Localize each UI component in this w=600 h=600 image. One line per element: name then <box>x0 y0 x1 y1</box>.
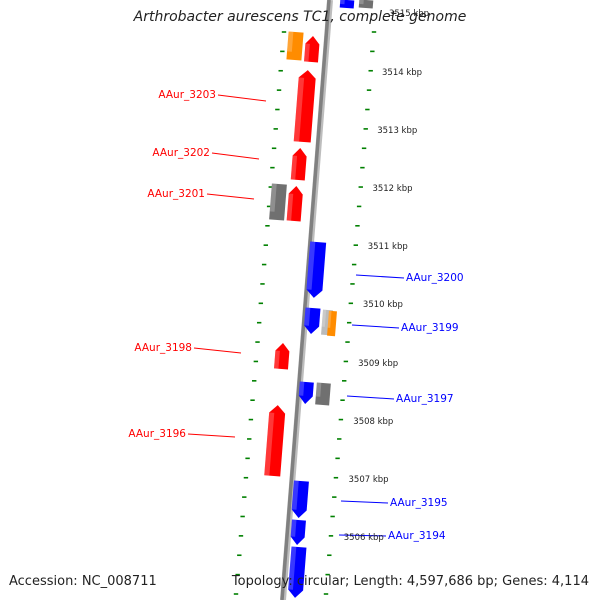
gene-labels: AAur_3203 AAur_3202 AAur_3201 AAur_3200 AAur… <box>128 89 463 542</box>
gene-label-AAur_3197: AAur_3197 <box>396 393 454 405</box>
gene-label-AAur_3199: AAur_3199 <box>401 322 459 334</box>
gene-orange-top <box>286 31 304 61</box>
gene-AAur_3203 <box>293 70 316 143</box>
map-title: Arthrobacter aurescens TC1, complete gen… <box>133 9 467 25</box>
kbp-tick-3507: 3507 kbp <box>349 475 389 485</box>
accession-label: Accession: NC_008711 <box>9 574 157 589</box>
kbp-tick-3514: 3514 kbp <box>382 68 422 78</box>
gene-grey-3201 <box>269 183 287 221</box>
gene-red-top <box>304 36 320 63</box>
backbone-line <box>280 0 331 600</box>
gene-label-AAur_3201: AAur_3201 <box>147 188 205 200</box>
gene-label-AAur_3194: AAur_3194 <box>388 530 446 542</box>
leader-line-AAur_3202 <box>211 152 260 160</box>
gene-blue-bottom <box>288 546 307 598</box>
gene-grey-3197 <box>315 382 331 406</box>
gene-blue-top <box>339 0 355 9</box>
outer-track-dots <box>323 31 377 595</box>
gene-AAur_3197 <box>298 381 314 404</box>
gene-blue-3199a <box>304 307 321 334</box>
gene-label-AAur_3195: AAur_3195 <box>390 497 448 509</box>
leader-line-AAur_3196 <box>187 433 236 438</box>
gene-label-AAur_3198: AAur_3198 <box>134 342 192 354</box>
gene-AAur_3195 <box>291 480 309 518</box>
kbp-tick-3509: 3509 kbp <box>358 359 398 369</box>
gene-features <box>264 0 374 598</box>
gene-label-AAur_3203: AAur_3203 <box>158 89 216 101</box>
gene-AAur_3194 <box>290 519 306 545</box>
gene-label-AAur_3196: AAur_3196 <box>128 428 186 440</box>
inner-track-dots <box>233 31 287 595</box>
backbone <box>280 0 333 600</box>
kbp-tick-partial: 3515 kbp <box>389 9 429 19</box>
leader-line-AAur_3194 <box>338 534 387 537</box>
kbp-tick-3508: 3508 kbp <box>353 417 393 427</box>
leader-line-AAur_3197 <box>346 395 395 400</box>
kbp-tick-3512: 3512 kbp <box>372 184 412 194</box>
kbp-tick-3513: 3513 kbp <box>377 126 417 136</box>
gene-AAur_3196 <box>264 405 286 477</box>
gene-label-AAur_3202: AAur_3202 <box>152 147 210 159</box>
gene-AAur_3201 <box>286 186 303 222</box>
gene-AAur_3198 <box>274 343 290 370</box>
topology-label: Topology: circular; Length: 4,597,686 bp… <box>231 574 589 589</box>
track-dots <box>233 31 377 595</box>
leader-line-AAur_3201 <box>206 193 255 200</box>
leader-line-AAur_3199 <box>351 324 400 329</box>
kbp-tick-3511: 3511 kbp <box>368 242 408 252</box>
kbp-tick-3510: 3510 kbp <box>363 300 403 310</box>
gene-AAur_3199 <box>327 310 337 337</box>
leader-line-AAur_3198 <box>193 347 242 354</box>
gene-AAur_3200 <box>306 241 327 298</box>
leader-line-AAur_3203 <box>217 94 267 102</box>
gene-AAur_3202 <box>290 148 307 181</box>
gene-grey-top <box>358 0 374 9</box>
leader-line-AAur_3200 <box>355 274 405 279</box>
leader-line-AAur_3195 <box>340 500 389 504</box>
kbp-tick-3506: 3506 kbp <box>344 533 384 543</box>
gene-label-AAur_3200: AAur_3200 <box>406 272 464 284</box>
kbp-ticks: 3515 kbp 3514 kbp 3513 kbp 3512 kbp 3511 kbp… <box>344 9 429 543</box>
